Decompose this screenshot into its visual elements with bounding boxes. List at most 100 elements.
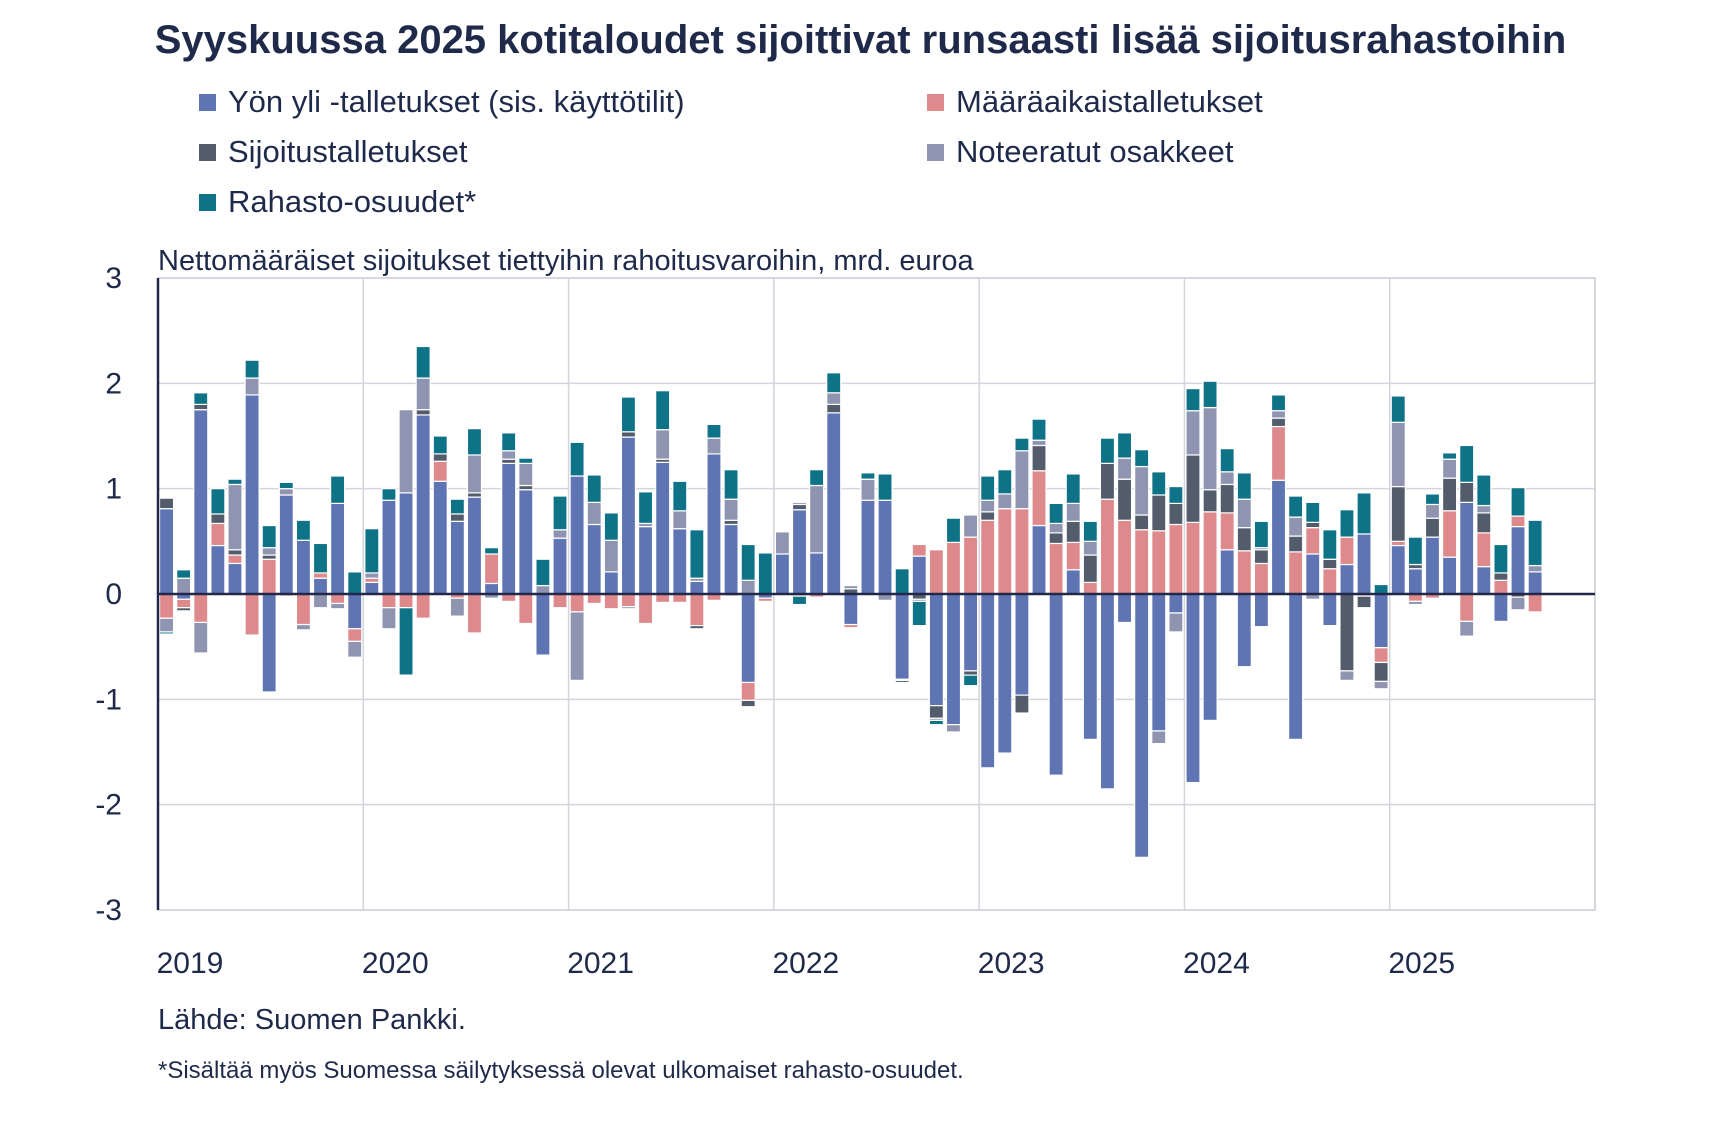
legend-swatch xyxy=(199,93,216,111)
bar-segment-series-2 xyxy=(740,699,756,708)
bar-segment-series-0 xyxy=(1202,593,1218,722)
legend-swatch xyxy=(199,193,216,211)
bar-segment-series-1 xyxy=(1305,527,1321,555)
bar-segment-series-4 xyxy=(1014,437,1030,452)
bar-segment-series-4 xyxy=(723,469,739,500)
bar-segment-series-3 xyxy=(1459,620,1475,637)
bar-segment-series-0 xyxy=(1219,549,1235,595)
bar-segment-series-4 xyxy=(620,396,637,433)
y-tick-label: 2 xyxy=(105,367,122,400)
bar-segment-series-4 xyxy=(757,552,773,595)
legend-label: Sijoitustalletukset xyxy=(228,134,468,169)
legend-swatch xyxy=(927,93,944,111)
bar-segment-series-3 xyxy=(1151,730,1167,745)
bar-segment-series-4 xyxy=(809,469,825,487)
bar-segment-series-1 xyxy=(483,553,500,585)
bar-segment-series-2 xyxy=(1373,661,1389,683)
bar-segment-series-4 xyxy=(997,469,1013,495)
bar-segment-series-0 xyxy=(1288,593,1304,740)
bar-segment-series-1 xyxy=(911,543,927,557)
bar-segment-series-0 xyxy=(877,499,893,595)
bar-segment-series-4 xyxy=(980,475,996,501)
bar-segment-series-0 xyxy=(1390,544,1406,595)
bar-segment-series-4 xyxy=(261,524,277,549)
bar-segment-series-3 xyxy=(449,597,465,617)
bar-segment-series-0 xyxy=(586,523,602,595)
bar-segment-series-0 xyxy=(1527,571,1543,595)
bar-segment-series-1 xyxy=(637,593,654,625)
bar-segment-series-0 xyxy=(244,394,260,595)
bar-segment-series-3 xyxy=(1048,522,1064,534)
bar-segment-series-0 xyxy=(193,409,209,595)
bar-segment-series-3 xyxy=(1476,504,1492,514)
bar-segment-series-0 xyxy=(278,494,294,595)
bar-segment-series-4 xyxy=(586,474,602,503)
bar-segment-series-3 xyxy=(1168,612,1184,633)
bar-segment-series-0 xyxy=(1082,593,1098,740)
bar-segment-series-3 xyxy=(552,529,568,539)
bar-segment-series-0 xyxy=(295,539,312,595)
bar-segment-series-3 xyxy=(962,514,979,538)
bar-segment-series-0 xyxy=(809,552,825,595)
bar-segment-series-3 xyxy=(603,539,619,573)
bar-segment-series-1 xyxy=(1168,523,1184,595)
y-tick-label: -3 xyxy=(95,894,122,927)
bar-segment-series-3 xyxy=(312,593,329,609)
bar-segment-series-2 xyxy=(432,453,448,462)
bar-segment-series-0 xyxy=(1322,593,1338,627)
bar-segment-series-3 xyxy=(1236,498,1252,529)
bar-segment-series-4 xyxy=(928,719,944,726)
bar-segment-series-2 xyxy=(1014,694,1030,714)
bar-segment-series-4 xyxy=(706,423,722,439)
bar-segment-series-3 xyxy=(176,577,192,595)
bar-segment-series-4 xyxy=(535,558,551,587)
bar-segment-series-4 xyxy=(1407,536,1423,566)
bar-segment-series-3 xyxy=(535,584,551,595)
bar-segment-series-3 xyxy=(518,462,534,487)
bar-segment-series-1 xyxy=(1390,540,1406,547)
bar-segment-series-0 xyxy=(1014,593,1030,696)
bar-segment-series-1 xyxy=(1322,568,1338,595)
bar-segment-series-0 xyxy=(1339,563,1355,595)
bar-segment-series-4 xyxy=(1065,473,1081,505)
bar-segment-series-1 xyxy=(1236,550,1252,595)
bar-segment-series-0 xyxy=(672,528,688,595)
bar-segment-series-1 xyxy=(1082,581,1098,595)
bar-segment-series-2 xyxy=(1048,532,1064,545)
bar-segment-series-4 xyxy=(1510,487,1526,517)
bar-segment-series-0 xyxy=(501,462,517,595)
y-tick-label: -1 xyxy=(95,683,122,716)
bar-segment-series-0 xyxy=(1253,593,1270,628)
bar-segment-series-0 xyxy=(347,593,363,630)
bar-segment-series-3 xyxy=(364,572,380,579)
bar-segment-series-1 xyxy=(1014,508,1030,595)
bar-segment-series-0 xyxy=(689,580,705,595)
bar-segment-series-3 xyxy=(295,623,312,631)
bar-segment-series-4 xyxy=(689,529,705,579)
bar-segment-series-4 xyxy=(1527,519,1543,567)
bar-segment-series-3 xyxy=(620,606,637,610)
bar-segment-series-0 xyxy=(398,492,414,595)
bar-segment-series-2 xyxy=(1031,444,1047,472)
bar-segment-series-0 xyxy=(706,453,722,595)
bar-segment-series-0 xyxy=(1407,568,1423,595)
bar-segment-series-1 xyxy=(1219,512,1235,551)
bar-segment-series-0 xyxy=(1373,593,1389,649)
legend-item-fixed-term-deposits: Määräaikaistalletukset xyxy=(927,84,1263,120)
bar-segment-series-4 xyxy=(877,473,893,501)
bar-segment-series-3 xyxy=(860,478,876,501)
bar-segment-series-4 xyxy=(1476,474,1492,507)
bar-segment-series-3 xyxy=(227,483,243,551)
x-tick-label: 2019 xyxy=(157,947,224,980)
bar-segment-series-3 xyxy=(347,640,363,658)
bar-segment-series-4 xyxy=(552,495,568,531)
bar-segment-series-3 xyxy=(1116,457,1133,480)
bar-segment-series-1 xyxy=(997,508,1013,595)
bar-segment-series-0 xyxy=(962,593,979,672)
bar-segment-series-3 xyxy=(1339,670,1355,681)
bar-segment-series-1 xyxy=(1185,521,1201,595)
bar-segment-series-1 xyxy=(1099,498,1116,595)
bar-segment-series-0 xyxy=(740,593,756,684)
bar-segment-series-1 xyxy=(1510,515,1526,528)
